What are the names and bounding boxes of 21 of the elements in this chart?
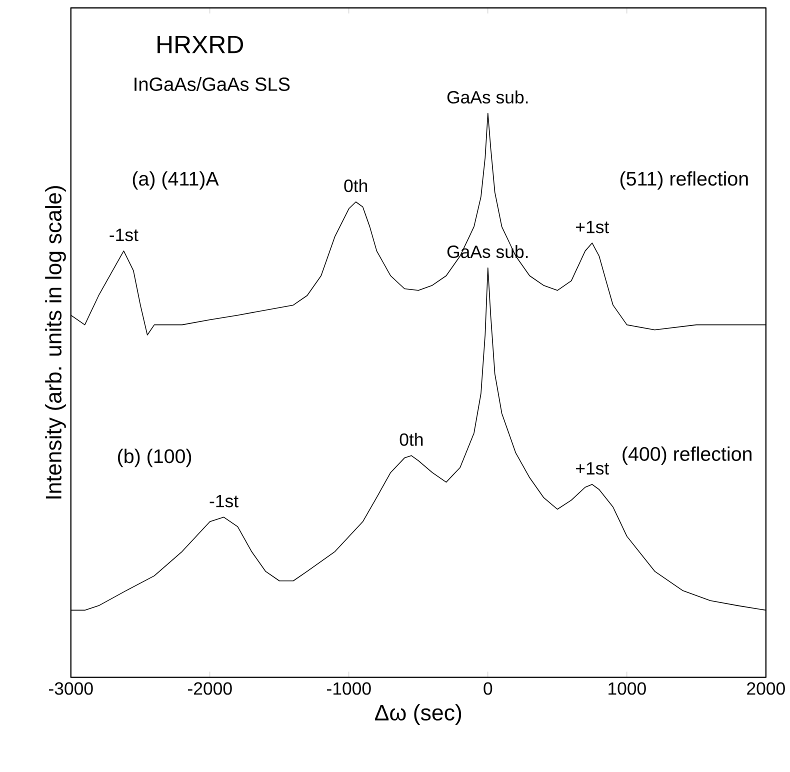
- annotation: GaAs sub.: [447, 90, 528, 104]
- annotation: 0th: [344, 179, 368, 192]
- y-axis-title: Intensity (arb. units in log scale): [45, 186, 66, 499]
- text: HRXRD: [158, 36, 244, 54]
- annotation: +1st: [576, 462, 610, 475]
- annotation: (400) reflection: [622, 446, 752, 465]
- x-tick-label: 0: [484, 682, 492, 695]
- annotation: +1st: [576, 221, 610, 234]
- x-tick-label: -2000: [188, 682, 232, 695]
- x-tick-label: 2000: [747, 682, 785, 695]
- text: InGaAs/GaAs SLS: [134, 77, 290, 92]
- x-axis-title: Δω (sec): [375, 704, 462, 726]
- annotation: (a) (411)A: [132, 171, 219, 190]
- x-tick-label: -3000: [49, 682, 93, 695]
- annotation: -1st: [110, 228, 138, 242]
- annotation: (b) (100): [118, 448, 192, 468]
- x-tick-label: 1000: [608, 682, 646, 695]
- annotation: (511) reflection: [620, 171, 748, 190]
- annotation: -1st: [210, 495, 238, 508]
- x-tick-label: -1000: [327, 682, 371, 695]
- annotation: 0th: [400, 432, 423, 446]
